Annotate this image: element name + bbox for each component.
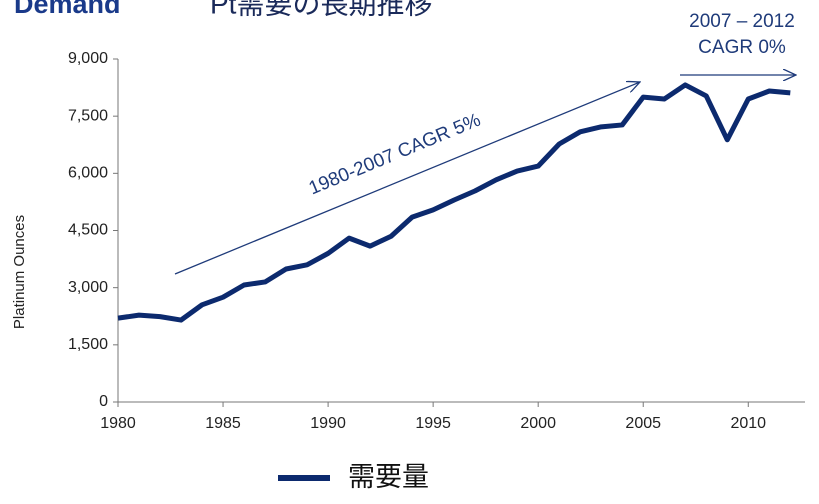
y-tick-label: 0 — [99, 393, 108, 410]
trend-arrow — [174, 82, 640, 275]
x-tick-label: 1990 — [310, 415, 346, 432]
y-tick-label: 4,500 — [68, 222, 108, 239]
legend-label: 需要量 — [348, 462, 429, 492]
x-tick-label: 1995 — [415, 415, 451, 432]
y-axis-label: Platinum Ounces — [11, 215, 28, 329]
x-tick-label: 2005 — [625, 415, 661, 432]
y-tick-label: 9,000 — [68, 50, 108, 67]
chart-title: Demand — [14, 0, 121, 19]
y-tick-label: 6,000 — [68, 165, 108, 182]
x-tick-label: 2010 — [730, 415, 766, 432]
x-tick-label: 1985 — [205, 415, 241, 432]
x-tick-label: 1980 — [100, 415, 136, 432]
annotation: CAGR 0% — [698, 37, 786, 58]
y-tick-label: 7,500 — [68, 107, 108, 124]
y-tick-label: 1,500 — [68, 336, 108, 353]
x-tick-label: 2000 — [520, 415, 556, 432]
y-tick-label: 3,000 — [68, 279, 108, 296]
annotation: 1980-2007 CAGR 5% — [306, 110, 484, 200]
annotation: 2007 – 2012 — [689, 11, 795, 32]
data-line — [117, 82, 791, 323]
chart-subtitle: Pt需要の長期推移 — [210, 0, 432, 19]
